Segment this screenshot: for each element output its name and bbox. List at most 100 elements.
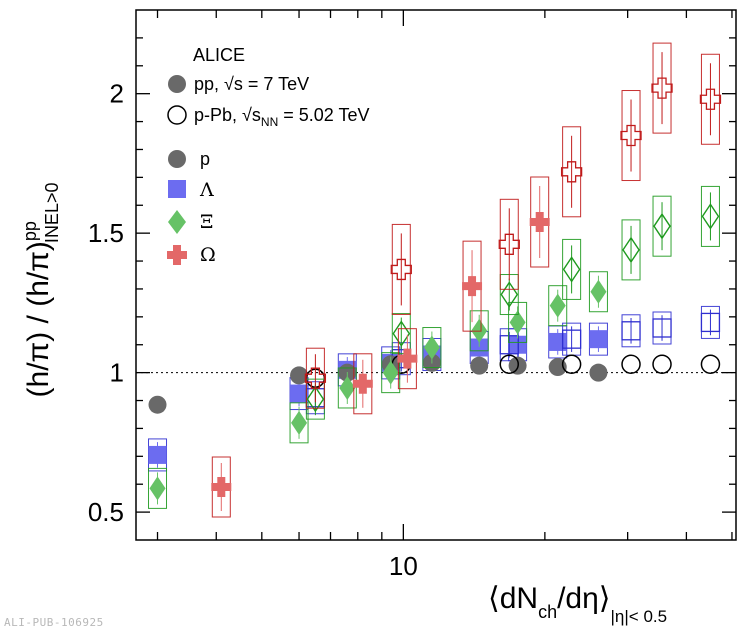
point-xi-pp: [148, 467, 168, 509]
marker: [339, 375, 356, 400]
point-xi-ppb: [621, 219, 641, 281]
syst-box: [652, 42, 672, 134]
legend-marker-omega: [167, 245, 187, 265]
marker: [462, 276, 483, 297]
marker: [620, 124, 642, 147]
syst-box: [289, 402, 309, 444]
marker: [562, 256, 581, 283]
marker: [622, 236, 640, 264]
marker: [589, 363, 608, 382]
marker: [621, 321, 641, 341]
x-tick-label: 10: [389, 551, 418, 581]
marker: [561, 354, 582, 375]
point-xi-ppb: [700, 185, 720, 247]
syst-box: [391, 223, 411, 315]
syst-box: [148, 467, 168, 509]
point-xi-pp: [588, 271, 608, 313]
marker: [390, 258, 412, 281]
marker: [508, 335, 527, 354]
point-xi-pp: [337, 367, 357, 409]
legend-label-lambda: Λ: [199, 179, 214, 201]
point-xi-ppb: [562, 238, 582, 300]
point-omega-ppb: [651, 42, 673, 134]
legend-label-p: p: [200, 149, 210, 169]
point-lambda-ppb: [621, 314, 641, 348]
plot-frame: [135, 9, 737, 541]
marker: [560, 161, 583, 183]
point-lambda-ppb: [499, 328, 519, 362]
data-marks: [148, 42, 722, 518]
point-p-ppb: [700, 354, 721, 375]
legend-label-xi: Ξ: [200, 211, 213, 233]
point-omega-ppb: [304, 347, 327, 409]
marker: [699, 88, 722, 110]
point-omega-ppb: [620, 90, 642, 182]
point-omega-pp: [529, 176, 550, 268]
point-p-ppb: [499, 354, 520, 375]
point-p-pp: [589, 363, 608, 382]
marker: [470, 356, 489, 375]
point-omega-ppb: [560, 126, 583, 218]
marker: [148, 445, 167, 464]
point-p-pp: [148, 395, 167, 414]
point-omega-pp: [397, 328, 418, 390]
marker: [499, 354, 520, 375]
syst-box: [305, 347, 325, 409]
marker: [653, 212, 671, 240]
point-omega-ppb: [699, 53, 722, 145]
point-lambda-ppb: [700, 305, 721, 339]
marker: [291, 410, 308, 435]
y-tick-label: 1: [110, 358, 124, 388]
point-p-ppb: [652, 354, 672, 375]
x-axis-label: ⟨dNch/dη⟩|η|< 0.5: [488, 582, 667, 626]
syst-box: [700, 53, 720, 145]
syst-box: [422, 327, 442, 369]
legend-entry-ppb: p-Pb, √sNN = 5.02 TeV: [194, 105, 370, 129]
syst-box: [499, 198, 519, 290]
point-omega-pp: [211, 456, 232, 518]
marker: [470, 338, 489, 357]
watermark: ALI-PUB-106925: [4, 616, 104, 629]
point-xi-ppb: [391, 313, 411, 355]
syst-box: [381, 352, 401, 394]
legend-marker-xi: [168, 210, 186, 234]
syst-box: [588, 271, 608, 313]
syst-box: [391, 313, 411, 355]
point-p-ppb: [621, 354, 641, 375]
marker: [306, 385, 325, 413]
point-lambda-pp: [148, 438, 168, 472]
marker: [589, 330, 608, 349]
marker: [498, 233, 520, 255]
syst-box: [508, 301, 528, 343]
marker: [652, 354, 672, 375]
point-xi-ppb: [652, 195, 672, 257]
syst-box: [562, 238, 582, 300]
legend: ALICE pp, √s = 7 TeV p-Pb, √sNN = 5.02 T…: [167, 45, 370, 266]
y-axis-label: (h/π) / (h/π)pp INEL>0: [20, 183, 62, 398]
point-lambda-pp: [289, 377, 309, 411]
marker: [290, 384, 309, 403]
marker: [701, 203, 720, 230]
legend-entry-pp: pp, √s = 7 TeV: [194, 74, 309, 94]
y-tick-label: 1.5: [88, 218, 124, 248]
marker: [352, 373, 373, 394]
legend-label-omega: Ω: [200, 244, 216, 266]
legend-marker-pp: [168, 75, 186, 93]
point-omega-ppb: [390, 223, 412, 315]
marker: [700, 312, 721, 333]
marker: [392, 320, 411, 347]
marker: [652, 318, 672, 338]
marker: [561, 329, 582, 349]
syst-box: [652, 195, 672, 257]
marker: [509, 310, 526, 335]
point-xi-pp: [381, 352, 401, 394]
syst-box: [621, 90, 641, 182]
point-omega-pp: [352, 353, 373, 415]
syst-box: [621, 219, 641, 281]
marker: [549, 293, 566, 318]
point-xi-pp: [548, 285, 568, 327]
marker: [423, 335, 440, 360]
y-tick-label: 2: [110, 79, 124, 109]
legend-marker-ppb: [167, 105, 187, 125]
